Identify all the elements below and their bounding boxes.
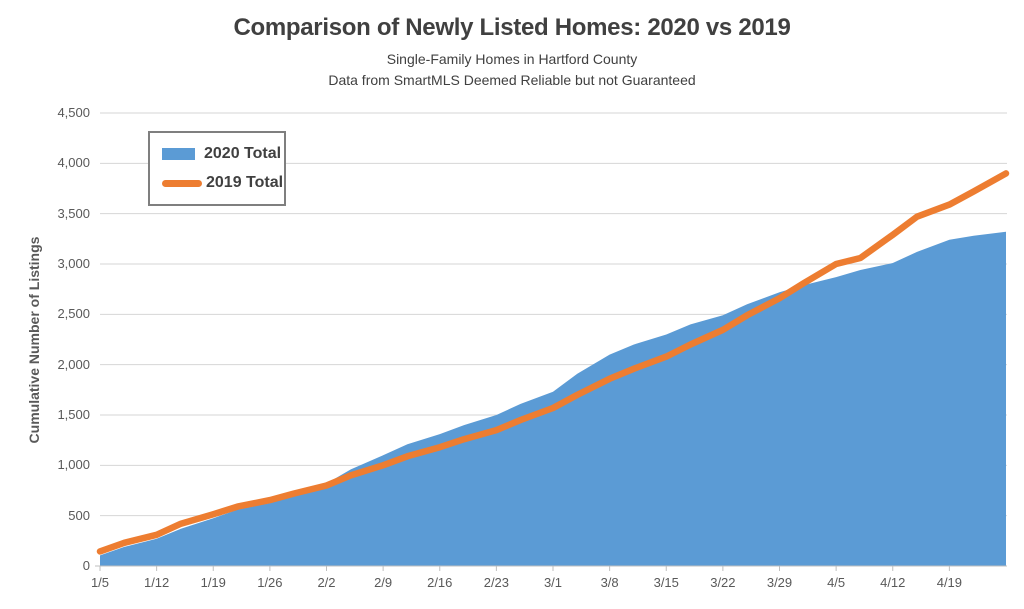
chart-title: Comparison of Newly Listed Homes: 2020 v… <box>233 14 791 41</box>
y-tick-label-1,500: 1,500 <box>57 407 90 422</box>
x-tick-label-3/15: 3/15 <box>653 575 679 590</box>
x-tick-label-3/29: 3/29 <box>766 575 793 590</box>
x-tick-label-3/22: 3/22 <box>710 575 736 590</box>
x-tick-label-2/16: 2/16 <box>427 575 453 590</box>
legend-item-2020: 2020 Total <box>162 141 281 167</box>
x-tick-label-3/8: 3/8 <box>600 575 619 590</box>
y-tick-label-0: 0 <box>82 558 90 573</box>
x-tick-label-1/12: 1/12 <box>143 575 170 590</box>
chart-subtitle-county: Single-Family Homes in Hartford County <box>386 51 638 67</box>
legend-label-2019: 2019 Total <box>206 174 284 191</box>
legend-label-2020: 2020 Total <box>204 145 282 162</box>
series-2020-area <box>100 231 1006 567</box>
x-tick-label-3/1: 3/1 <box>543 575 563 590</box>
chart-subtitle-source: Data from SmartMLS Deemed Reliable but n… <box>328 72 696 88</box>
x-tick-label-4/5: 4/5 <box>827 575 846 590</box>
x-tick-label-2/2: 2/2 <box>317 575 336 590</box>
y-tick-label-500: 500 <box>68 507 90 523</box>
y-tick-label-4,000: 4,000 <box>57 155 90 171</box>
legend-item-2019: 2019 Total <box>162 170 283 196</box>
y-tick-label-4,500: 4,500 <box>57 105 90 120</box>
y-tick-label-3,500: 3,500 <box>57 205 90 221</box>
y-tick-label-3,000: 3,000 <box>57 256 90 271</box>
y-tick-label-2,000: 2,000 <box>57 356 90 372</box>
x-tick-label-4/12: 4/12 <box>880 575 906 590</box>
x-tick-label-1/19: 1/19 <box>200 575 226 590</box>
series-2019-line <box>96 170 1010 555</box>
legend: 2020 Total 2019 Total <box>148 131 286 206</box>
x-tick-label-2/23: 2/23 <box>483 575 510 590</box>
y-tick-label-1,000: 1,000 <box>57 457 90 473</box>
x-tick-label-2/9: 2/9 <box>374 575 393 590</box>
y-tick-label-2,500: 2,500 <box>57 306 90 322</box>
legend-swatch-2020-area <box>162 148 195 160</box>
x-tick-label-1/5: 1/5 <box>90 575 110 590</box>
x-tick-label-1/26: 1/26 <box>257 575 283 590</box>
x-tick-label-4/19: 4/19 <box>936 575 963 590</box>
legend-swatch-2019-line <box>162 179 202 187</box>
